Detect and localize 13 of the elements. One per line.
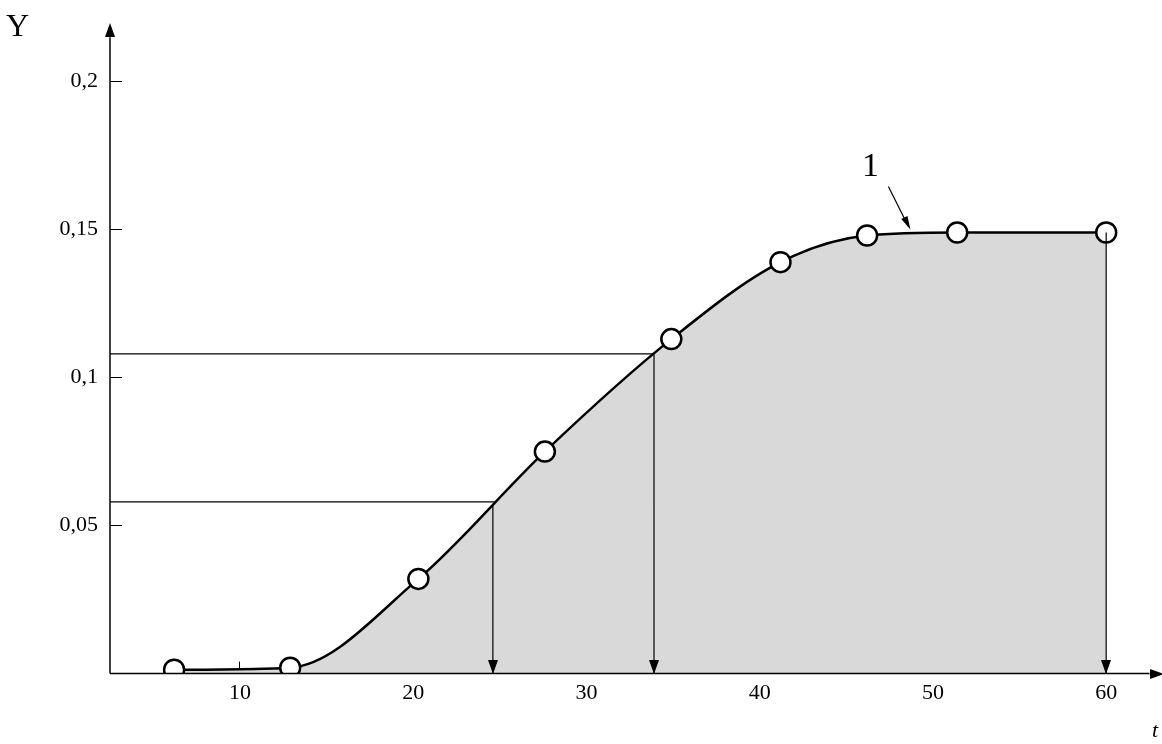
x-tick-label: 30 — [575, 678, 598, 704]
y-tick-label: 0,2 — [70, 67, 98, 93]
y-axis-title: Y — [6, 7, 30, 44]
x-tick-label: 60 — [1095, 678, 1118, 704]
x-tick-label: 50 — [921, 678, 944, 704]
annotation: 1 — [861, 146, 879, 184]
x-tick-label: 10 — [228, 678, 251, 704]
y-tick-label: 0,1 — [70, 363, 98, 389]
x-tick-label: 40 — [748, 678, 771, 704]
x-tick-label: 20 — [402, 678, 425, 704]
y-tick-label: 0,05 — [59, 511, 98, 537]
y-tick-label: 0,15 — [59, 215, 98, 241]
x-axis-title: t — [1151, 716, 1159, 742]
